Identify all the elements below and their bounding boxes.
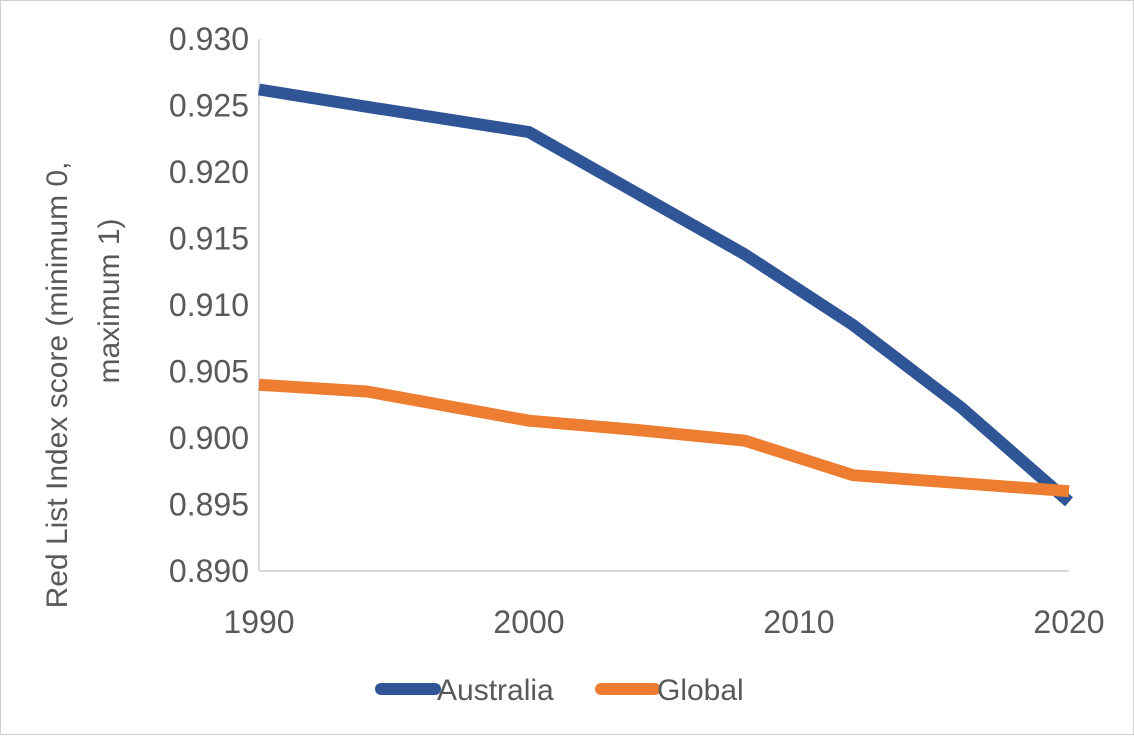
y-tick-label: 0.910 bbox=[169, 287, 249, 323]
legend: Australia Global bbox=[375, 674, 744, 707]
y-tick-labels: 0.890 0.895 0.900 0.905 0.910 0.915 0.920 0.925… bbox=[169, 21, 249, 589]
y-tick-label: 0.925 bbox=[169, 88, 249, 124]
y-tick-label: 0.895 bbox=[169, 487, 249, 523]
series-lines bbox=[258, 83, 1073, 507]
y-tick-label: 0.905 bbox=[169, 354, 249, 390]
legend-label: Global bbox=[657, 674, 744, 707]
legend-item-australia: Australia bbox=[375, 674, 554, 707]
y-tick-label: 0.890 bbox=[169, 553, 249, 589]
x-tick-label: 2010 bbox=[763, 604, 834, 640]
axes bbox=[258, 39, 1069, 572]
y-tick-label: 0.915 bbox=[169, 221, 249, 257]
x-tick-label: 2020 bbox=[1033, 604, 1104, 640]
legend-item-global: Global bbox=[595, 674, 744, 707]
x-tick-label: 1990 bbox=[223, 604, 294, 640]
series-line-global bbox=[258, 378, 1070, 498]
legend-label: Australia bbox=[437, 674, 554, 707]
x-tick-labels: 1990 2000 2010 2020 bbox=[223, 604, 1104, 640]
x-tick-label: 2000 bbox=[493, 604, 564, 640]
y-axis-title-line-1: Red List Index score (minimum 0, bbox=[41, 162, 74, 609]
y-tick-label: 0.900 bbox=[169, 420, 249, 456]
y-axis-title: Red List Index score (minimum 0, maximum… bbox=[41, 162, 126, 609]
series-line-australia bbox=[258, 83, 1073, 507]
y-axis-title-line-2: maximum 1) bbox=[93, 218, 126, 383]
y-tick-label: 0.920 bbox=[169, 154, 249, 190]
y-tick-label: 0.930 bbox=[169, 21, 249, 57]
